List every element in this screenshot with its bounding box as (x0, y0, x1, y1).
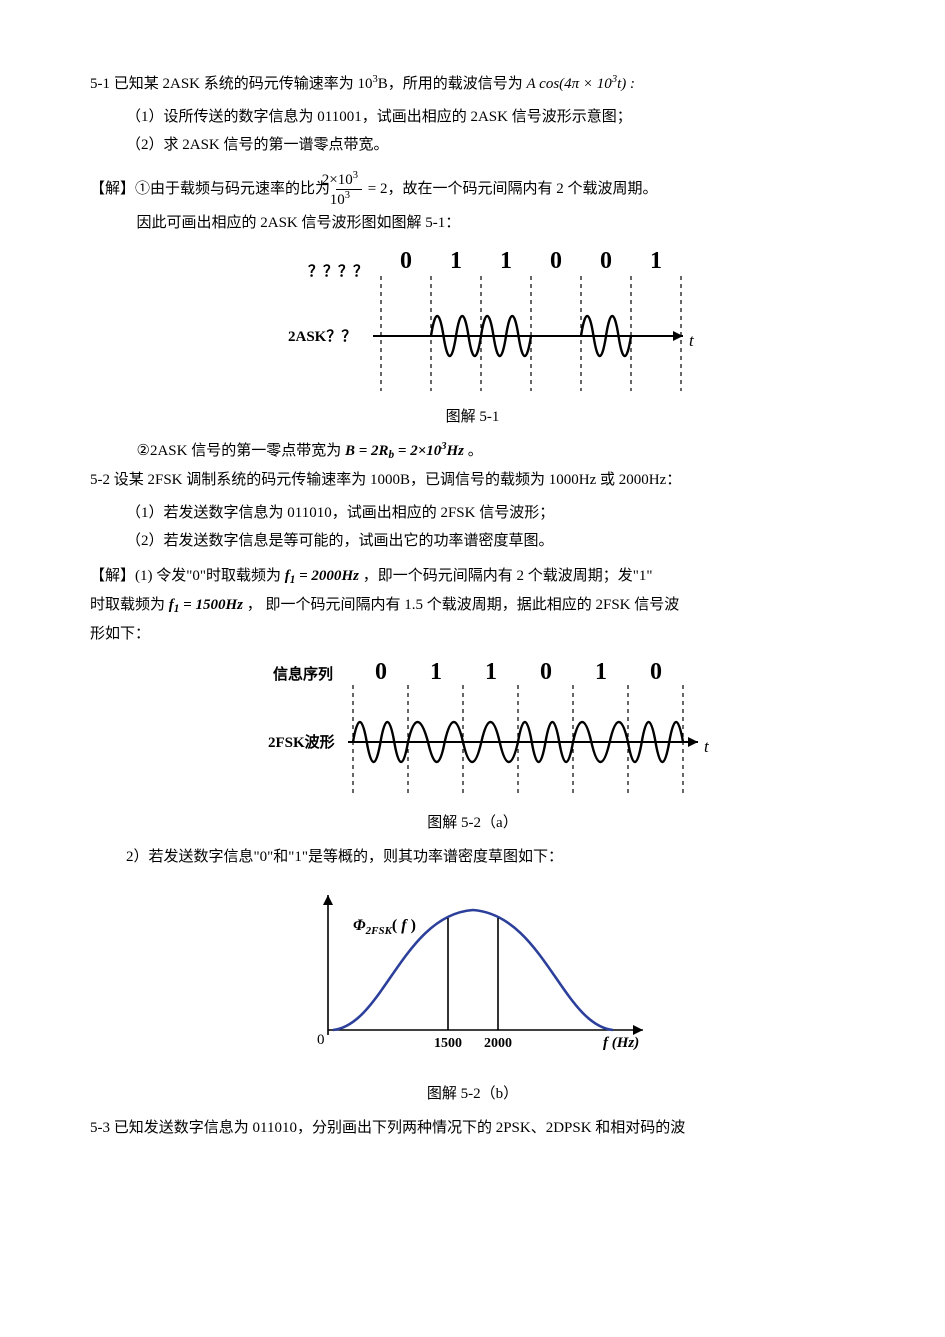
p51-head: 5-1 已知某 2ASK 系统的码元传输速率为 10 (90, 76, 373, 92)
p52-hz1: Hz (341, 568, 359, 584)
p51-carrier-tail: t) : (617, 76, 635, 92)
fig51-caption: 图解 5-1 (90, 403, 855, 432)
p51b-eqtail: = 2×10 (394, 443, 441, 459)
p52-item2: （2）若发送数字信息是等可能的，试画出它的功率谱密度草图。 (90, 527, 855, 556)
p51-frac: 2×103 103 (336, 170, 362, 210)
p52-f1eq: = 2000 (295, 568, 341, 584)
svg-text:0: 0 (650, 659, 662, 685)
p51b-lead: ②2ASK 信号的第一零点带宽为 (137, 443, 345, 459)
fig52b: 0 Φ2FSK( f ) 1500 2000 f (Hz) (90, 880, 855, 1060)
fig52b-x1: 1500 (434, 1036, 462, 1051)
svg-text:0: 0 (540, 659, 552, 685)
p51b-hz: Hz (447, 443, 465, 459)
p52-head: 5-2 设某 2FSK 调制系统的码元传输速率为 1000B，已调信号的载频为 … (90, 466, 855, 495)
p51-sol-line1: 【解】①由于载频与码元速率的比为 2×103 103 = 2，故在一个码元间隔内… (90, 170, 855, 210)
p52-item1: （1）若发送数字信息为 011010，试画出相应的 2FSK 信号波形； (90, 499, 855, 528)
svg-text:0: 0 (375, 659, 387, 685)
svg-text:1: 1 (595, 659, 607, 685)
fig51-top-label: ？？？？ (308, 263, 368, 280)
fig52a-top: 信息序列 (273, 665, 333, 683)
fig51: 0 1 1 0 0 1 ？？？？ 2ASK？？ t (90, 246, 855, 432)
fig52b-xlabel: f (Hz) (603, 1035, 639, 1051)
fig51-dashes (381, 276, 681, 391)
p52-sol1d: ， 即一个码元间隔内有 1.5 个载波周期，据此相应的 2FSK 信号波 (243, 597, 679, 613)
p51-sol-lead: 【解】①由于载频与码元速率的比为 (90, 181, 334, 197)
fig52a: 0 1 1 0 1 0 信息序列 2FSK波形 t (90, 657, 855, 838)
p51-frac-num: 2×10 (322, 172, 353, 188)
fig51-bit4: 0 (600, 248, 612, 274)
fig51-bit1: 1 (450, 248, 462, 274)
p51-item2: （2）求 2ASK 信号的第一谱零点带宽。 (90, 131, 855, 160)
p51-frac-den: 10 (330, 192, 345, 208)
fig51-bit5: 1 (650, 248, 662, 274)
fig52b-xarrow (633, 1025, 643, 1035)
p51-carrier: A cos(4π × 10 (527, 76, 612, 92)
p53-head: 5-3 已知发送数字信息为 011010，分别画出下列两种情况下的 2PSK、2… (90, 1114, 855, 1143)
svg-text:1: 1 (430, 659, 442, 685)
fig52b-caption: 图解 5-2（b） (90, 1080, 855, 1109)
p52-sol1: 【解】(1) 令发"0"时取载频为 f1 = 2000Hz ，即一个码元间隔内有… (90, 562, 855, 591)
fig51-left-label: 2ASK？？ (288, 328, 356, 345)
fig52b-ylabel: Φ2FSK( f ) (353, 917, 416, 937)
p52-sol1e: 形如下： (90, 620, 855, 649)
p51-sol-line2: 因此可画出相应的 2ASK 信号波形图如图解 5-1： (90, 209, 855, 238)
svg-text:1: 1 (485, 659, 497, 685)
p52-sol1c: 时取载频为 (90, 597, 169, 613)
p51b: ②2ASK 信号的第一零点带宽为 B = 2Rb = 2×103Hz 。 (90, 437, 855, 466)
fig51-bit3: 0 (550, 248, 562, 274)
fig51-bit2: 1 (500, 248, 512, 274)
p52-sol1b: ，即一个码元间隔内有 2 个载波周期；发"1" (359, 568, 653, 584)
p51-frac-num-exp: 3 (353, 170, 358, 181)
fig51-t: t (689, 331, 695, 350)
p51b-eq: B = 2R (345, 443, 389, 459)
p52-sol1-cont: 时取载频为 f1 = 1500Hz ， 即一个码元间隔内有 1.5 个载波周期，… (90, 591, 855, 620)
fig52b-zero: 0 (317, 1032, 325, 1048)
p51-frac-den-exp: 3 (345, 190, 350, 201)
p51-stem: 5-1 已知某 2ASK 系统的码元传输速率为 103B，所用的载波信号为 A … (90, 70, 855, 99)
fig51-bit0: 0 (400, 248, 412, 274)
fig52b-x2: 2000 (484, 1036, 512, 1051)
p52-sol1a: 【解】(1) 令发"0"时取载频为 (90, 568, 285, 584)
p51-eq2: = 2 (368, 181, 388, 197)
p52-f2eq: = 1500 (179, 597, 225, 613)
fig52a-caption: 图解 5-2（a） (90, 809, 855, 838)
p51-tail: B，所用的载波信号为 (378, 76, 527, 92)
p51-item1: （1）设所传送的数字信息为 011001，试画出相应的 2ASK 信号波形示意图… (90, 103, 855, 132)
fig52a-left: 2FSK波形 (268, 733, 335, 751)
p51-sol-tail: ，故在一个码元间隔内有 2 个载波周期。 (387, 181, 657, 197)
p51b-dot: 。 (464, 443, 483, 459)
p52-hz2: Hz (225, 597, 243, 613)
p52-part2: 2）若发送数字信息"0"和"1"是等概的，则其功率谱密度草图如下： (90, 843, 855, 872)
fig52a-t: t (704, 737, 710, 756)
fig52a-arrow (688, 737, 698, 747)
fig52b-yarrow (323, 895, 333, 905)
